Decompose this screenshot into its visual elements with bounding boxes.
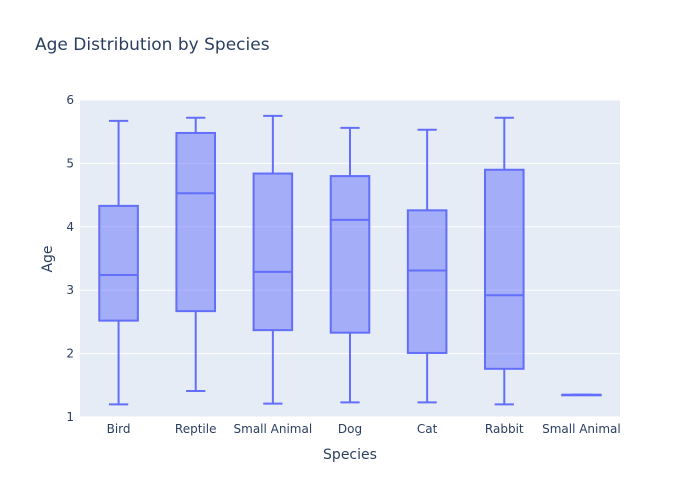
y-axis-ticks: 1 2 3 4 5 6 (66, 93, 74, 424)
box-iqr (329, 175, 371, 334)
box-2 (175, 116, 217, 393)
x-tick-label: Reptile (175, 422, 217, 436)
y-tick-label: 1 (66, 410, 74, 424)
x-tick-label: Dog (338, 422, 362, 436)
box-6 (484, 116, 525, 406)
x-tick-label: Small Animal (542, 422, 621, 436)
y-tick-label: 2 (66, 347, 74, 361)
x-tick-label: Rabbit (485, 422, 524, 436)
box-iqr (98, 204, 139, 322)
box-1 (98, 119, 139, 406)
box-5 (406, 128, 448, 404)
boxes (98, 114, 602, 406)
y-tick-label: 5 (66, 156, 74, 170)
y-tick-label: 6 (66, 93, 74, 107)
y-tick-label: 4 (66, 220, 74, 234)
box-7 (561, 393, 602, 397)
x-tick-label: Bird (107, 422, 131, 436)
x-tick-label: Cat (417, 422, 438, 436)
y-tick-label: 3 (66, 283, 74, 297)
box-iqr (175, 131, 217, 313)
box-4 (329, 126, 371, 404)
box-iqr (406, 209, 448, 354)
chart-title: Age Distribution by Species (35, 35, 270, 55)
box-3 (252, 114, 294, 405)
box-iqr (484, 168, 525, 370)
x-axis-ticks: Bird Reptile Small Animal Dog Cat Rabbit Small… (107, 422, 621, 436)
y-axis-title: Age (40, 245, 56, 272)
box-iqr (252, 172, 294, 332)
x-axis-title: Species (323, 447, 377, 463)
x-tick-label: Small Animal (234, 422, 313, 436)
